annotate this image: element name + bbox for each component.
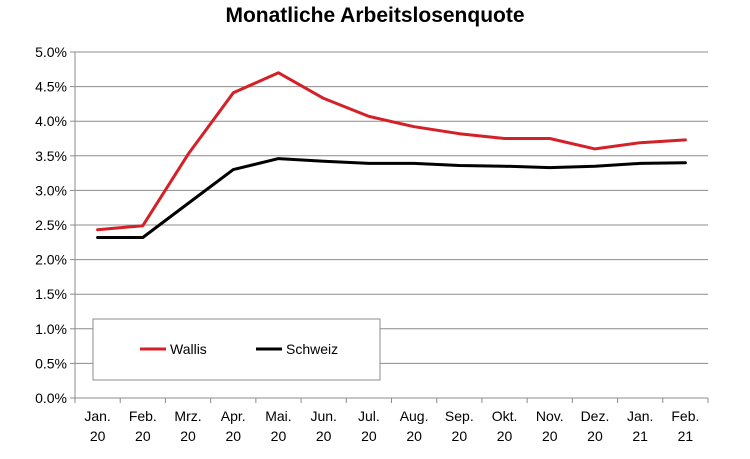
xtick-label-month: Jan. (627, 408, 653, 424)
xtick-label-month: Mrz. (174, 408, 201, 424)
xtick-label-year: 20 (271, 428, 287, 444)
ytick-label: 5.0% (35, 44, 67, 60)
xtick-label-year: 20 (361, 428, 377, 444)
legend-label-schweiz: Schweiz (286, 341, 338, 357)
xtick-label-year: 20 (316, 428, 332, 444)
xtick-label-month: Feb. (671, 408, 699, 424)
ytick-label: 0.5% (35, 355, 67, 371)
ytick-label: 3.0% (35, 182, 67, 198)
xtick-label-month: Okt. (492, 408, 518, 424)
ytick-label: 2.0% (35, 252, 67, 268)
ytick-label: 4.5% (35, 79, 67, 95)
xtick-label-year: 20 (135, 428, 151, 444)
xtick-label-month: Nov. (536, 408, 564, 424)
xtick-label-year: 20 (90, 428, 106, 444)
xtick-label-month: Mai. (265, 408, 291, 424)
legend: Wallis Schweiz (92, 318, 381, 381)
xtick-label-month: Jan. (84, 408, 110, 424)
xtick-label-month: Feb. (129, 408, 157, 424)
xtick-label-year: 20 (497, 428, 513, 444)
xtick-label-month: Sep. (445, 408, 474, 424)
xtick-label-month: Aug. (400, 408, 429, 424)
xtick-label-month: Jul. (358, 408, 380, 424)
xtick-label-year: 20 (587, 428, 603, 444)
ytick-label: 0.0% (35, 390, 67, 406)
xtick-label-month: Dez. (581, 408, 610, 424)
ytick-label: 4.0% (35, 113, 67, 129)
xtick-label-year: 20 (542, 428, 558, 444)
ytick-label: 1.5% (35, 286, 67, 302)
xtick-label-year: 20 (406, 428, 422, 444)
ytick-label: 2.5% (35, 217, 67, 233)
xtick-label-month: Jun. (310, 408, 336, 424)
xtick-label-year: 20 (225, 428, 241, 444)
series-line-schweiz (96, 157, 687, 239)
xtick-label-year: 21 (632, 428, 648, 444)
chart-title: Monatliche Arbeitslosenquote (225, 4, 525, 27)
xtick-label-year: 20 (452, 428, 468, 444)
xtick-label-month: Apr. (221, 408, 246, 424)
xtick-label-year: 21 (678, 428, 694, 444)
series-lines (96, 71, 687, 239)
ytick-label: 3.5% (35, 148, 67, 164)
legend-label-wallis: Wallis (170, 341, 207, 357)
axes: 0.0% 0.5% 1.0% 1.5% 2.0% 2.5% 3.0% 3.5% 4.0% 4.5%… (35, 44, 709, 444)
xtick-label-year: 20 (180, 428, 196, 444)
series-line-wallis (96, 71, 687, 232)
ytick-label: 1.0% (35, 321, 67, 337)
